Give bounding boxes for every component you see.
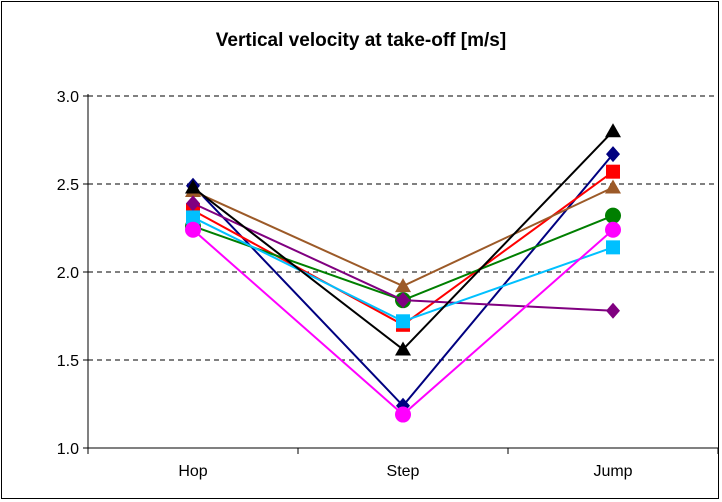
chart-title: Vertical velocity at take-off [m/s] [215, 30, 507, 51]
data-point [186, 210, 200, 225]
y-tick-label: 1.0 [57, 441, 79, 458]
data-point [395, 406, 411, 423]
y-tick-label: 1.5 [57, 353, 79, 370]
data-point [605, 179, 621, 194]
series-6 [186, 210, 620, 329]
series-8 [185, 221, 621, 423]
y-tick-label: 3.0 [57, 89, 79, 106]
data-point [395, 278, 411, 293]
y-tick-label: 2.5 [57, 177, 79, 194]
data-point [186, 195, 200, 212]
axes: 1.0 1.5 2.0 2.5 3.0 Hop Step Jump [57, 89, 719, 480]
x-tick-label: Step [387, 463, 420, 480]
series-5 [186, 195, 620, 319]
data-point [185, 221, 201, 238]
series-7 [185, 123, 621, 356]
data-point [396, 292, 410, 309]
data-point [185, 179, 201, 194]
x-tick-label: Jump [593, 463, 632, 480]
data-point [396, 314, 410, 329]
data-point [605, 123, 621, 138]
data-point [606, 146, 620, 163]
y-tick-label: 2.0 [57, 265, 79, 282]
series-3 [185, 179, 621, 293]
data-point [606, 164, 620, 179]
data-point [606, 302, 620, 319]
data-point [606, 240, 620, 255]
data-point [605, 221, 621, 238]
data-point [605, 207, 621, 224]
data-point [395, 341, 411, 356]
series-group [185, 123, 621, 423]
x-tick-label: Hop [178, 463, 207, 480]
